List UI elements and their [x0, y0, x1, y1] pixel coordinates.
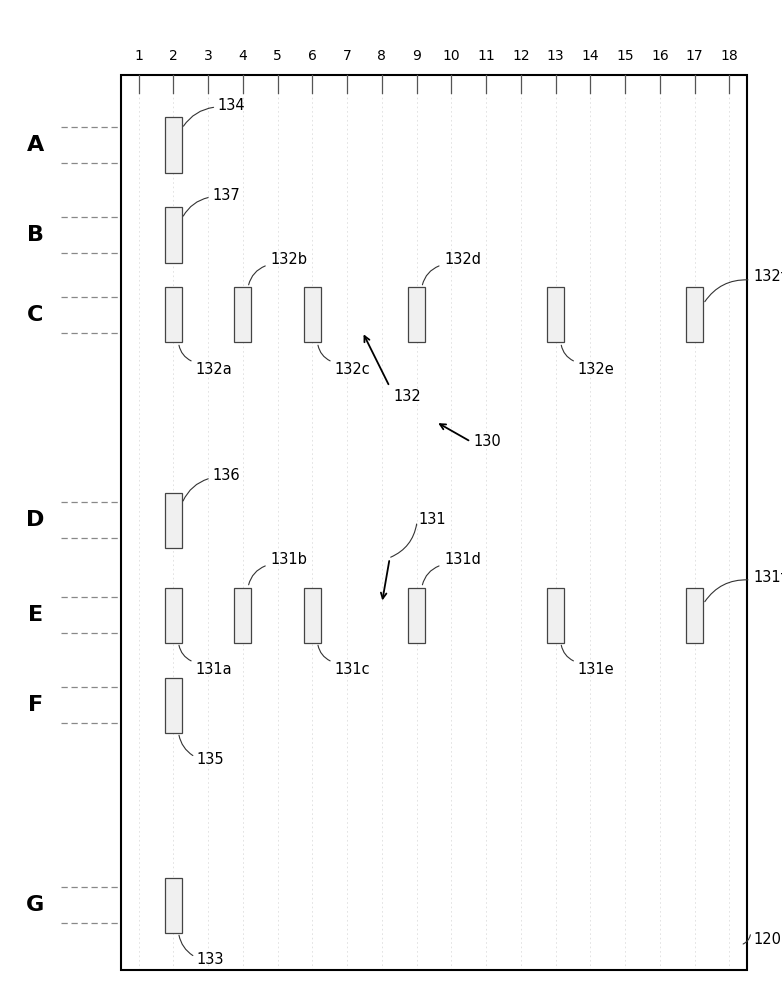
Text: 133: 133 — [197, 952, 224, 966]
FancyArrowPatch shape — [422, 566, 439, 585]
Text: 10: 10 — [443, 49, 460, 63]
Text: 6: 6 — [308, 49, 317, 63]
Bar — [165, 678, 182, 732]
FancyArrowPatch shape — [183, 198, 208, 216]
Bar — [165, 878, 182, 932]
FancyArrowPatch shape — [184, 107, 213, 126]
Text: D: D — [26, 510, 45, 530]
Text: 4: 4 — [239, 49, 247, 63]
FancyArrowPatch shape — [743, 935, 751, 944]
Text: 2: 2 — [169, 49, 178, 63]
Text: 132c: 132c — [334, 362, 370, 377]
Bar — [165, 587, 182, 643]
Text: 132: 132 — [393, 389, 421, 404]
Text: 1: 1 — [135, 49, 143, 63]
Text: 131b: 131b — [271, 552, 307, 568]
Bar — [547, 587, 565, 643]
FancyArrowPatch shape — [179, 345, 191, 361]
Text: 135: 135 — [197, 752, 224, 766]
Text: 8: 8 — [378, 49, 386, 63]
FancyArrowPatch shape — [422, 266, 439, 285]
Bar — [121, 75, 747, 970]
Text: 14: 14 — [582, 49, 599, 63]
Text: 132e: 132e — [578, 362, 615, 377]
Text: 131: 131 — [418, 512, 447, 527]
Bar — [686, 587, 703, 643]
Text: 120: 120 — [753, 932, 781, 948]
Bar — [303, 287, 321, 342]
Text: 132f: 132f — [753, 269, 782, 284]
FancyArrowPatch shape — [705, 280, 748, 302]
Text: 16: 16 — [651, 49, 669, 63]
Bar — [547, 287, 565, 342]
Bar — [235, 587, 252, 643]
Text: 137: 137 — [213, 188, 240, 202]
Text: 130: 130 — [473, 434, 501, 449]
Text: 11: 11 — [477, 49, 495, 63]
FancyArrowPatch shape — [179, 935, 193, 956]
FancyArrowPatch shape — [179, 645, 191, 661]
Bar — [165, 493, 182, 548]
FancyArrowPatch shape — [561, 645, 573, 661]
FancyArrowPatch shape — [249, 566, 265, 585]
Text: 131a: 131a — [196, 662, 232, 678]
Text: 131f: 131f — [753, 570, 782, 584]
Bar — [303, 587, 321, 643]
FancyArrowPatch shape — [705, 580, 748, 602]
Text: G: G — [26, 895, 45, 915]
FancyArrowPatch shape — [318, 645, 330, 661]
Text: 131e: 131e — [578, 662, 614, 678]
FancyArrowPatch shape — [179, 735, 193, 756]
Bar — [686, 287, 703, 342]
Text: 17: 17 — [686, 49, 704, 63]
Text: 18: 18 — [720, 49, 738, 63]
Text: 131d: 131d — [444, 552, 481, 568]
FancyArrowPatch shape — [249, 266, 265, 285]
FancyArrowPatch shape — [561, 345, 573, 361]
Bar — [408, 287, 425, 342]
FancyArrowPatch shape — [318, 345, 330, 361]
Text: 3: 3 — [204, 49, 213, 63]
Text: 5: 5 — [273, 49, 282, 63]
Text: F: F — [27, 695, 43, 715]
Text: 13: 13 — [547, 49, 565, 63]
Text: 131c: 131c — [334, 662, 370, 678]
Text: C: C — [27, 305, 43, 325]
Bar — [165, 208, 182, 262]
Bar — [408, 587, 425, 643]
Bar — [165, 287, 182, 342]
Bar — [235, 287, 252, 342]
Text: 132b: 132b — [271, 252, 307, 267]
Text: 15: 15 — [616, 49, 634, 63]
Text: A: A — [27, 135, 44, 155]
FancyArrowPatch shape — [183, 479, 208, 501]
Text: B: B — [27, 225, 44, 245]
Text: 132d: 132d — [444, 252, 481, 267]
Text: E: E — [27, 605, 43, 625]
Text: 132a: 132a — [196, 362, 232, 377]
Text: 136: 136 — [213, 468, 240, 484]
Text: 9: 9 — [412, 49, 421, 63]
Text: 7: 7 — [343, 49, 351, 63]
Text: 12: 12 — [512, 49, 529, 63]
FancyArrowPatch shape — [391, 524, 417, 557]
Bar — [165, 117, 182, 172]
Text: 134: 134 — [218, 98, 246, 112]
